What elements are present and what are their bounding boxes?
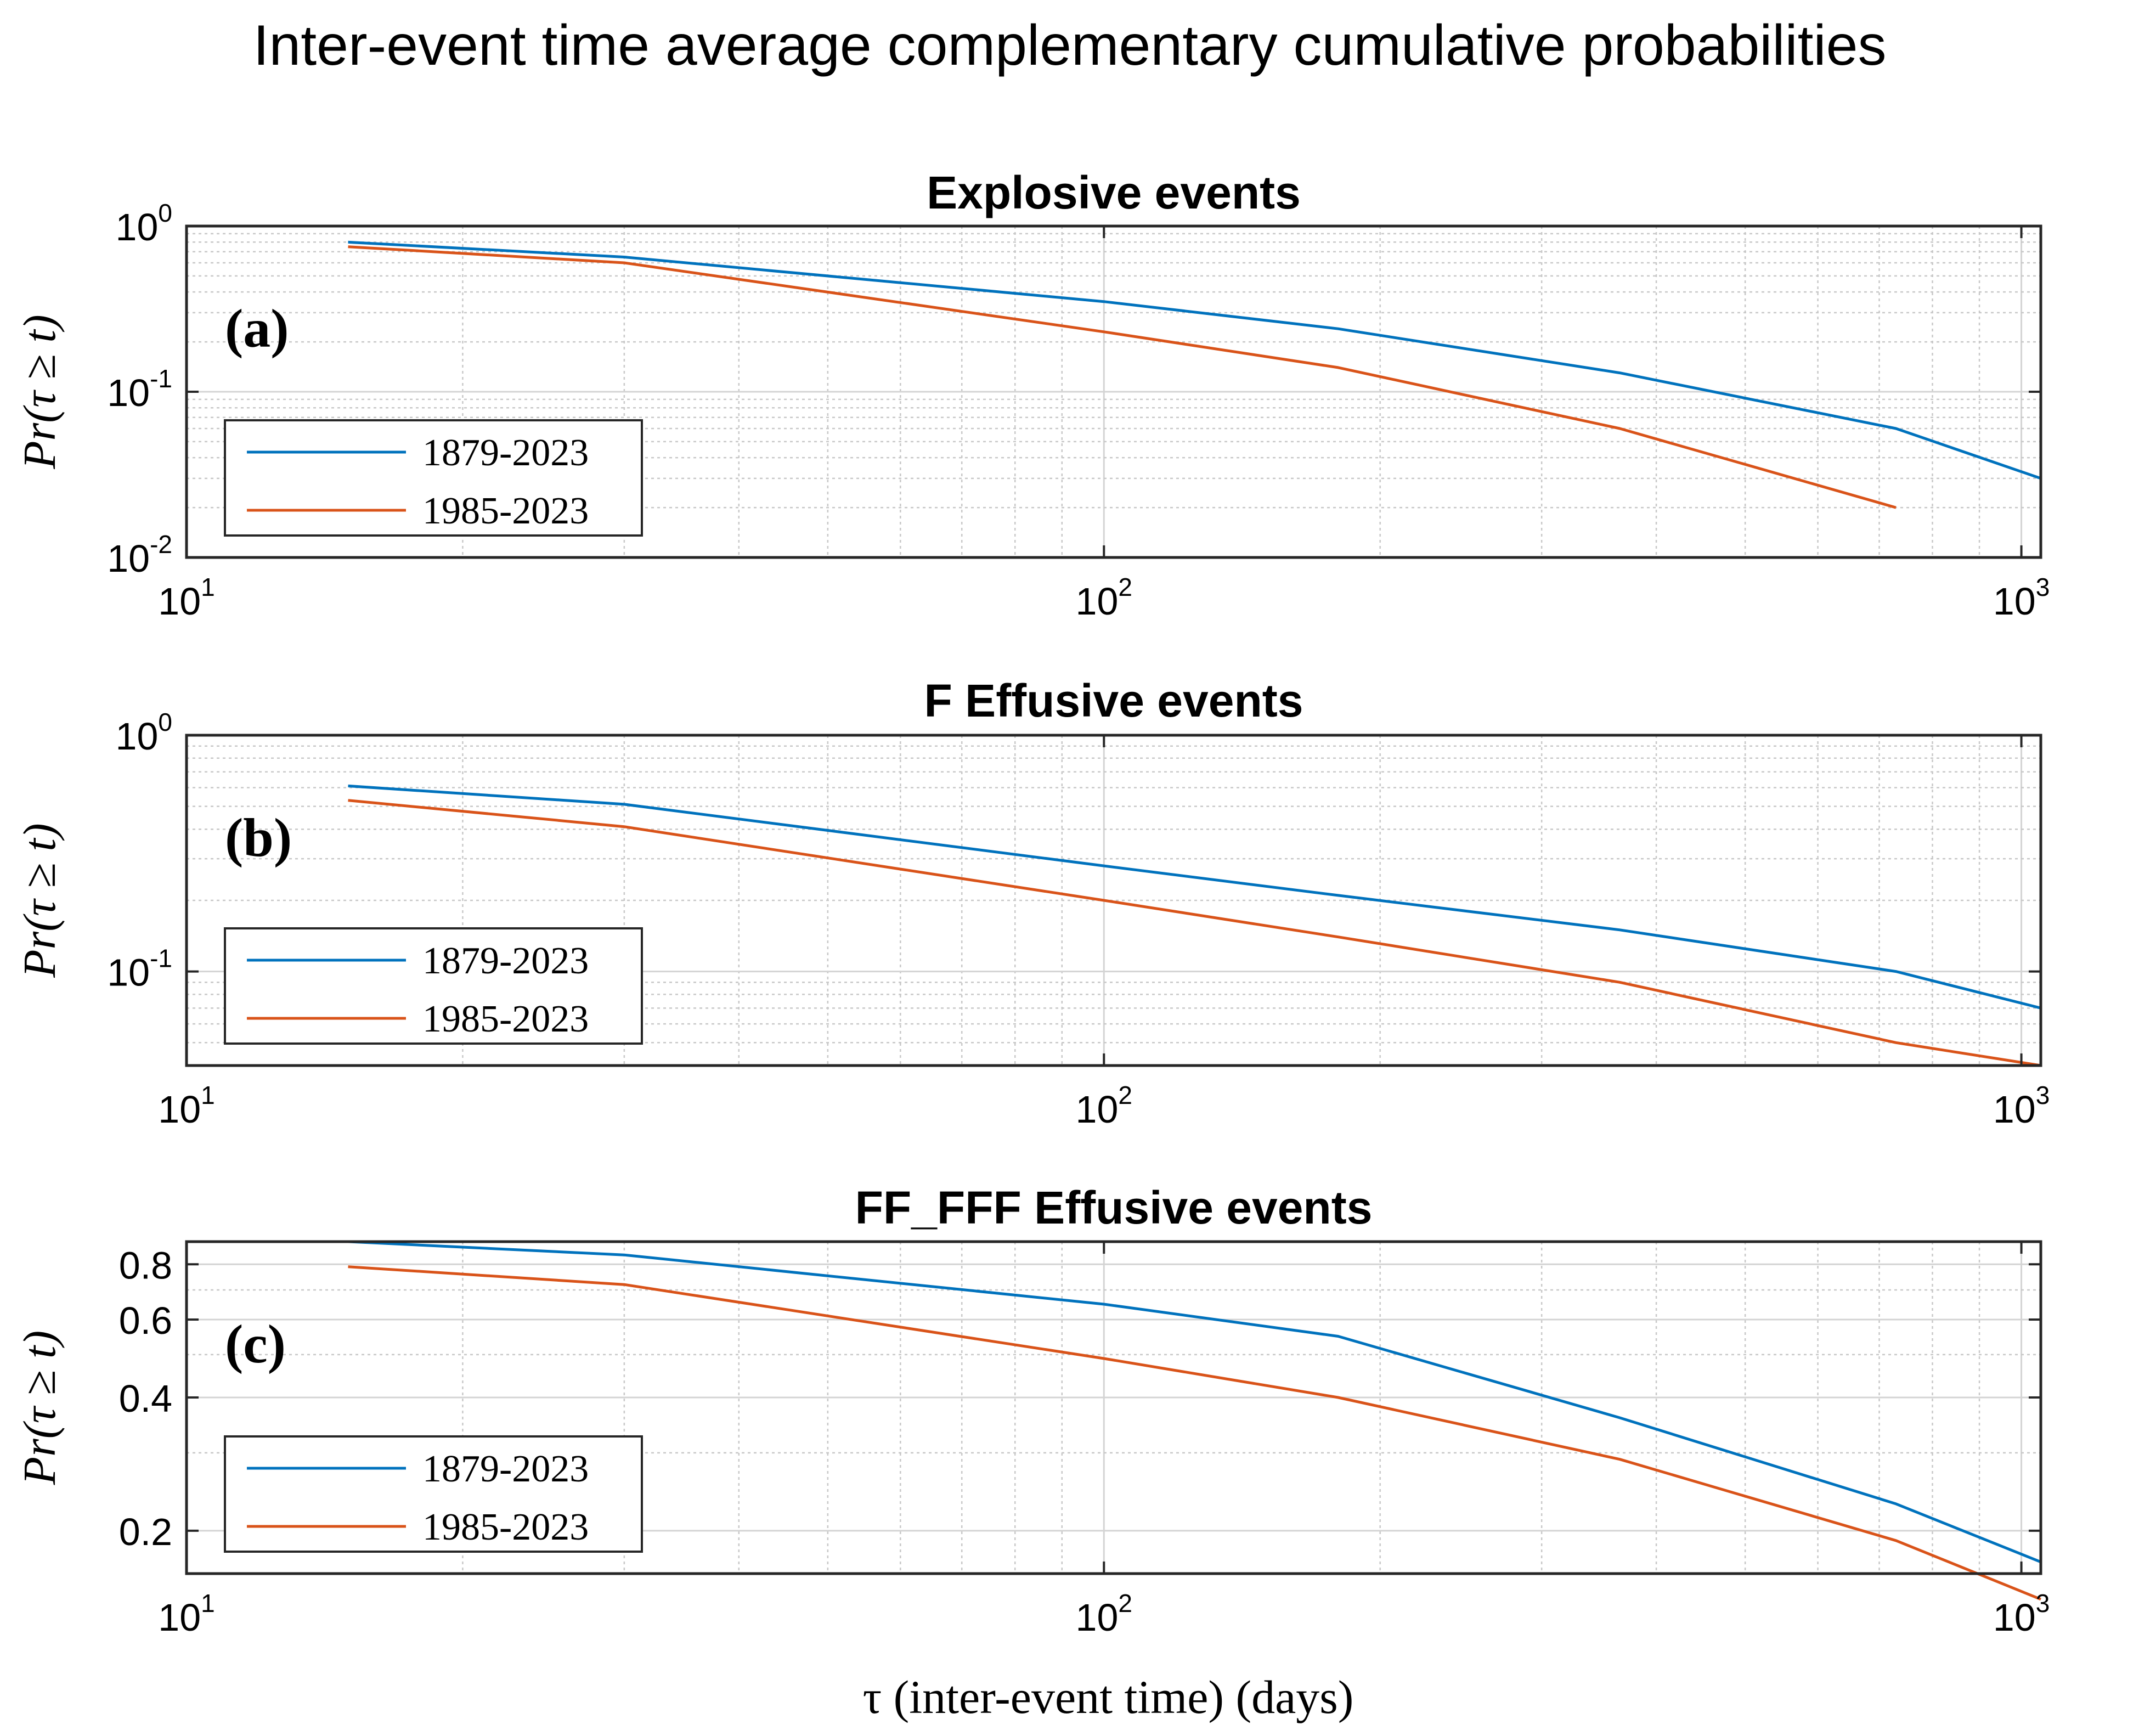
figure-title: Inter-event time average complementary c… xyxy=(253,14,1887,77)
panel-title: Explosive events xyxy=(927,167,1301,218)
legend-box xyxy=(224,1435,643,1553)
x-tick-label: 102 xyxy=(1076,573,1132,623)
panel-title: FF_FFF Effusive events xyxy=(855,1182,1373,1233)
panel-b: 101 102 103 10-1 100 F Effusive events Pr(τ ≥ … xyxy=(14,675,2050,1131)
y-tick-label: 100 xyxy=(116,199,172,249)
axes-box xyxy=(185,734,2042,1067)
series-line-1985-2023 xyxy=(348,245,1897,509)
legend-label: 1879-2023 xyxy=(422,940,589,982)
x-tick-label: 102 xyxy=(1076,1081,1132,1131)
legend: 1879-2023 1985-2023 xyxy=(224,927,643,1045)
series-line-1985-2023 xyxy=(348,1265,2041,1601)
x-tick-label: 101 xyxy=(158,573,215,623)
series-line-1879-2023 xyxy=(348,784,2041,1010)
series-line-1879-2023 xyxy=(348,240,2041,480)
panel-label: (a) xyxy=(225,298,289,359)
legend-label: 1985-2023 xyxy=(422,490,589,532)
y-tick-label: 0.2 xyxy=(119,1510,172,1553)
x-tick-label: 101 xyxy=(158,1589,215,1639)
legend-box xyxy=(224,419,643,537)
series-line-1879-2023 xyxy=(348,1240,2041,1564)
y-axis-label: Pr(τ ≥ t) xyxy=(14,823,65,978)
legend-label: 1985-2023 xyxy=(422,1506,589,1548)
y-axis-label: Pr(τ ≥ t) xyxy=(14,314,65,469)
y-tick-label: 100 xyxy=(116,708,172,758)
y-tick-label: 0.6 xyxy=(119,1299,172,1342)
y-tick-label: 10-1 xyxy=(107,364,172,414)
x-tick-label: 101 xyxy=(158,1081,215,1131)
panel-title: F Effusive events xyxy=(924,675,1303,726)
y-tick-label: 0.4 xyxy=(119,1377,172,1420)
x-tick-label: 102 xyxy=(1076,1589,1132,1639)
panel-label: (b) xyxy=(225,807,292,868)
x-axis-label: τ (inter-event time) (days) xyxy=(863,1671,1354,1723)
y-tick-label: 10-2 xyxy=(107,530,172,580)
legend-label: 1879-2023 xyxy=(422,1448,589,1490)
panel-c: 101 102 103 0.2 0.4 0.6 0.8 FF_FFF Effusive eve… xyxy=(14,1182,2050,1639)
panels: 101 102 103 10-2 10-1 100 Explosive events Pr(τ… xyxy=(14,167,2050,1639)
x-tick-label: 103 xyxy=(1993,1589,2050,1639)
legend: 1879-2023 1985-2023 xyxy=(224,419,643,537)
axes-box xyxy=(185,1240,2042,1575)
legend: 1879-2023 1985-2023 xyxy=(224,1435,643,1553)
y-tick-label: 0.8 xyxy=(119,1244,172,1287)
panel-a: 101 102 103 10-2 10-1 100 Explosive events Pr(τ… xyxy=(14,167,2050,623)
y-tick-label: 10-1 xyxy=(107,944,172,994)
x-tick-label: 103 xyxy=(1993,573,2050,623)
series-line-1985-2023 xyxy=(348,799,2041,1067)
legend-label: 1985-2023 xyxy=(422,998,589,1040)
legend-box xyxy=(224,927,643,1045)
panel-label: (c) xyxy=(225,1314,286,1374)
legend-label: 1879-2023 xyxy=(422,432,589,474)
y-axis-label: Pr(τ ≥ t) xyxy=(14,1331,65,1485)
x-tick-label: 103 xyxy=(1993,1081,2050,1131)
